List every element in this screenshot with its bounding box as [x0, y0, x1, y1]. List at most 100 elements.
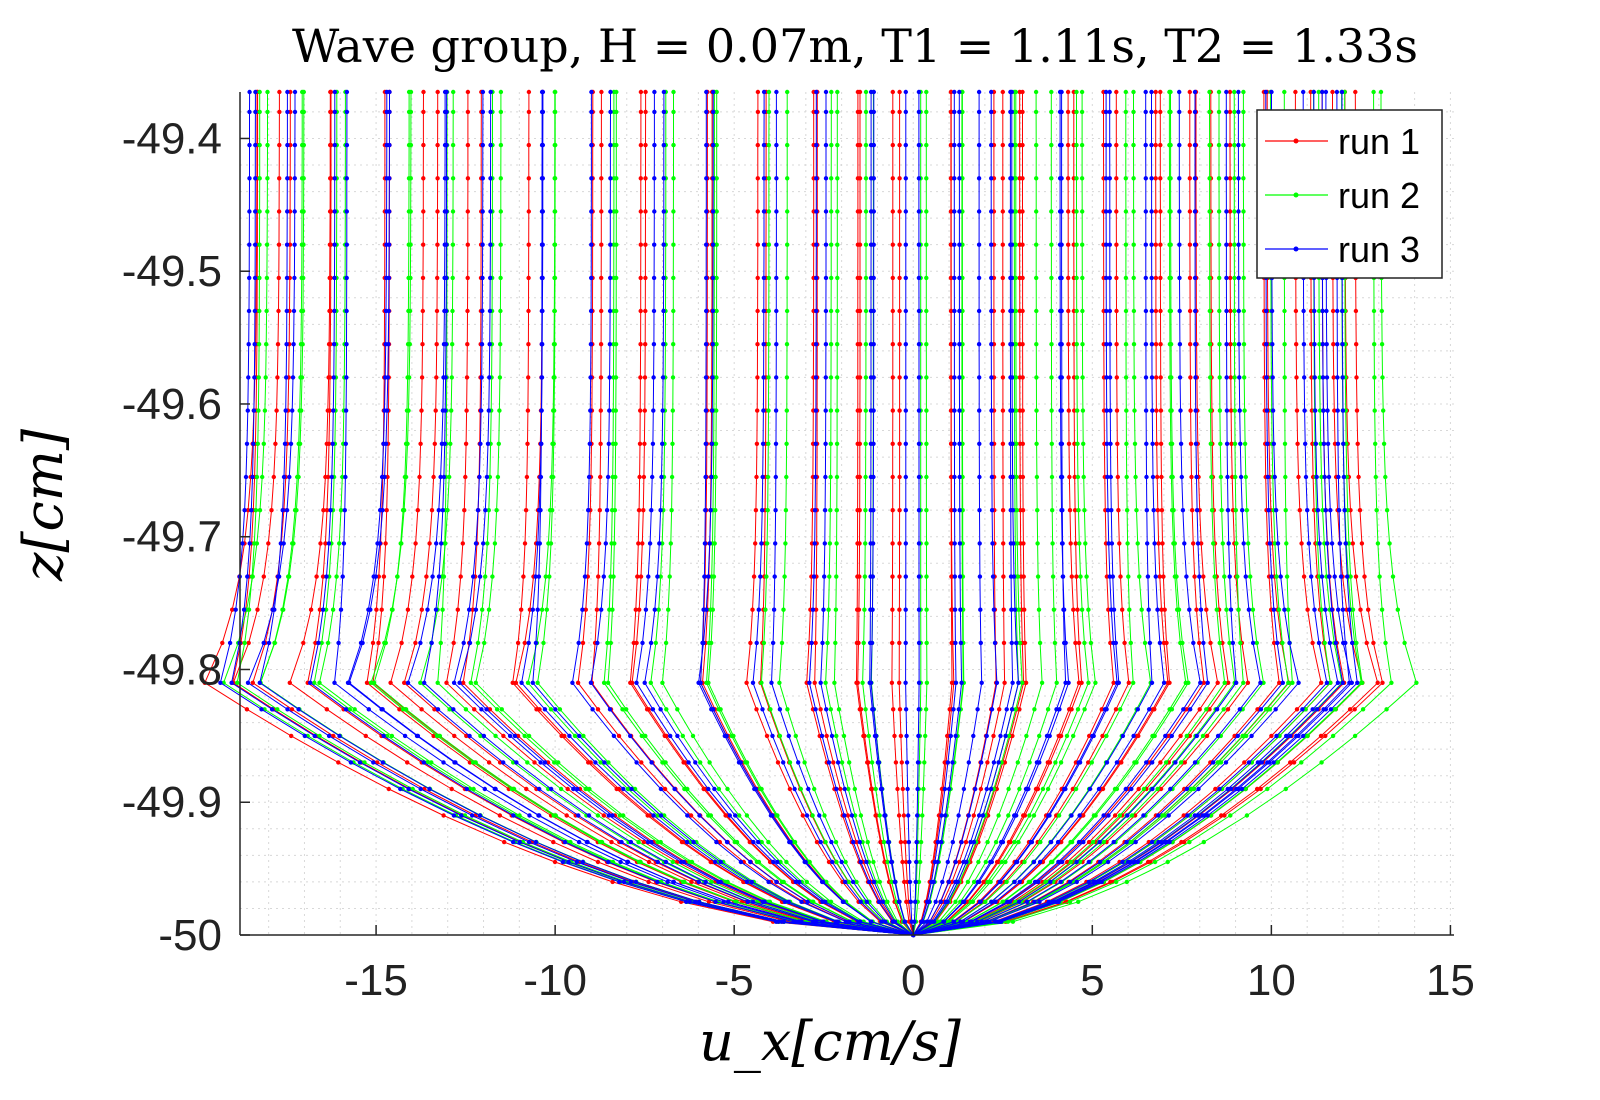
data-point [1074, 308, 1079, 314]
data-point [725, 879, 730, 885]
data-point [1109, 508, 1114, 513]
data-point [1319, 760, 1324, 765]
data-point [1301, 89, 1306, 95]
data-point [1020, 275, 1025, 281]
data-point [478, 408, 484, 413]
data-point [1304, 733, 1309, 739]
data-point [661, 342, 666, 347]
profile-line [913, 92, 1083, 936]
data-point [401, 508, 407, 513]
data-point [1232, 242, 1237, 247]
data-point [447, 707, 452, 712]
data-point [652, 109, 657, 115]
data-point [1103, 142, 1109, 148]
data-point [1224, 308, 1229, 314]
data-point [1214, 607, 1220, 612]
data-point [1318, 733, 1324, 739]
data-point [931, 919, 937, 924]
profile-line [913, 92, 1096, 936]
data-point [542, 707, 548, 712]
data-point [957, 859, 962, 865]
data-point [921, 786, 926, 792]
data-point [671, 209, 676, 214]
data-point [1164, 640, 1169, 646]
data-point [870, 574, 875, 579]
data-point [1059, 242, 1064, 247]
data-point [1184, 574, 1189, 579]
data-point [1208, 408, 1213, 413]
data-point [831, 760, 836, 765]
data-point [444, 680, 449, 685]
data-point [1032, 707, 1037, 712]
data-point [1326, 574, 1332, 579]
data-point [702, 574, 707, 579]
data-point [434, 308, 440, 314]
data-point [1086, 839, 1092, 845]
data-point [1049, 474, 1055, 480]
data-point [1354, 375, 1359, 380]
data-point [1127, 839, 1133, 845]
data-point [871, 342, 876, 347]
profile-line [532, 92, 914, 936]
data-point [1218, 760, 1224, 765]
data-point [897, 275, 902, 281]
data-point [580, 607, 585, 612]
data-point [1324, 308, 1329, 314]
data-point [1232, 375, 1237, 380]
data-point [670, 859, 675, 865]
data-point [915, 813, 920, 818]
data-point [1031, 813, 1037, 818]
data-point [408, 142, 414, 148]
data-point [1335, 408, 1340, 413]
data-point [857, 209, 863, 214]
data-point [764, 541, 770, 546]
data-point [716, 786, 722, 792]
data-point [1157, 574, 1163, 579]
data-point [1144, 441, 1149, 446]
data-point [1330, 89, 1335, 95]
data-point [999, 859, 1004, 865]
data-point [1261, 680, 1266, 685]
data-point [1056, 733, 1062, 739]
data-point [253, 508, 259, 513]
data-point [610, 474, 615, 480]
data-point [395, 574, 400, 579]
data-point [1074, 109, 1079, 115]
data-point [537, 541, 542, 546]
data-point [845, 813, 851, 818]
data-point [862, 574, 868, 579]
data-point [804, 813, 810, 818]
data-point [515, 733, 521, 739]
data-point [1225, 707, 1231, 712]
data-point [1236, 342, 1242, 347]
data-point [1184, 733, 1190, 739]
data-point [690, 733, 696, 739]
data-point [588, 408, 593, 413]
data-point [538, 474, 544, 480]
data-point [820, 640, 825, 646]
data-point [386, 308, 391, 314]
data-point [1139, 607, 1144, 612]
data-point [1265, 760, 1270, 765]
data-point [1168, 209, 1173, 214]
data-point [641, 508, 646, 513]
profile-line [862, 92, 914, 936]
data-point [1328, 680, 1333, 685]
data-point [745, 899, 750, 904]
data-point [906, 813, 911, 818]
data-point [1017, 786, 1022, 792]
data-point [1155, 474, 1160, 480]
data-point [970, 899, 976, 904]
data-point [1020, 342, 1025, 347]
data-point [1316, 640, 1322, 646]
data-point [1010, 474, 1015, 480]
data-point [1059, 474, 1065, 480]
data-point [1034, 308, 1039, 314]
data-point [880, 899, 886, 904]
data-point [834, 474, 840, 480]
data-point [1000, 109, 1005, 115]
data-point [783, 541, 788, 546]
data-point [1299, 541, 1304, 546]
data-point [511, 813, 516, 818]
data-point [1283, 508, 1288, 513]
